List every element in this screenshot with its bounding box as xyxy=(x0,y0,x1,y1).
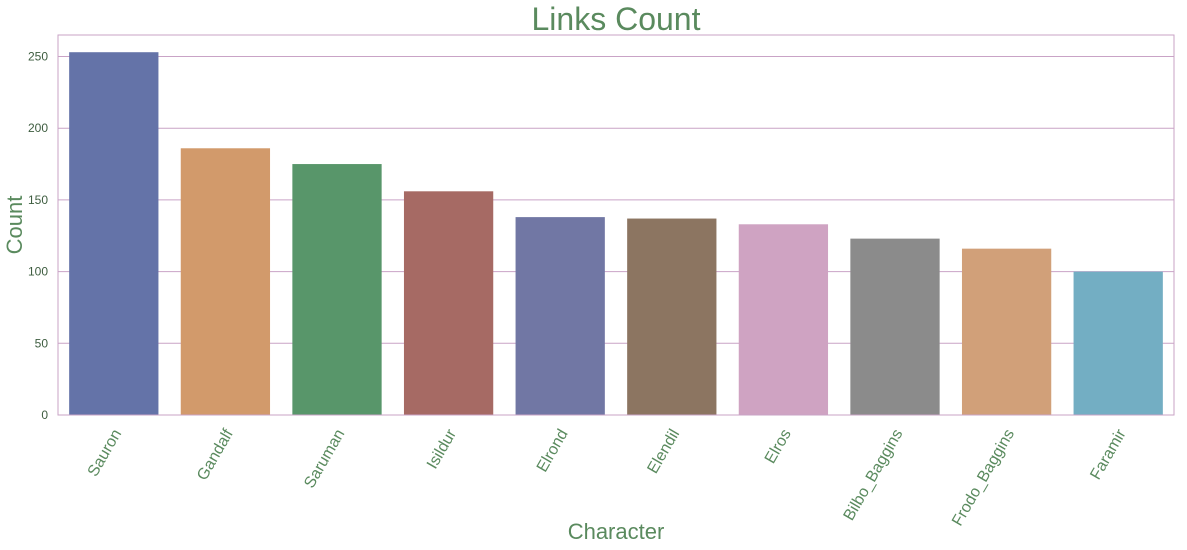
y-tick-label: 200 xyxy=(28,121,48,135)
bar-elros xyxy=(738,224,829,415)
bar-isildur xyxy=(403,191,494,415)
bar-bilbo-baggins xyxy=(850,238,940,415)
x-tick-label: Sauron xyxy=(85,427,126,480)
y-tick-label: 100 xyxy=(28,265,48,279)
x-tick-label: Gandalf xyxy=(194,426,237,484)
bar-faramir xyxy=(1073,271,1163,415)
x-tick-label: Frodo_Baggins xyxy=(949,427,1018,529)
x-tick-labels: Sauron Gandalf Saruman Isildur Elrond Elendil… xyxy=(85,426,1130,529)
x-tick-label: Elrond xyxy=(534,427,572,476)
bar-gandalf xyxy=(180,148,271,415)
x-tick-label: Faramir xyxy=(1087,426,1130,483)
chart-title: Links Count xyxy=(532,1,701,37)
plot-frame xyxy=(57,34,1175,416)
y-tick-labels: 0 50 100 150 200 250 xyxy=(28,50,48,422)
x-tick-label: Isildur xyxy=(424,426,460,472)
x-tick-label: Elendil xyxy=(645,427,684,477)
bar-sauron xyxy=(69,52,159,415)
bars xyxy=(69,52,1163,415)
x-tick-label: Elros xyxy=(762,427,795,467)
y-tick-label: 150 xyxy=(28,193,48,207)
bar-frodo-baggins xyxy=(961,248,1052,415)
y-tick-label: 0 xyxy=(41,408,48,422)
y-tick-label: 250 xyxy=(28,50,48,64)
bar-elendil xyxy=(627,218,717,415)
x-axis-label: Character xyxy=(568,519,665,544)
x-tick-label: Bilbo_Baggins xyxy=(841,427,907,524)
y-axis-label: Count xyxy=(2,196,27,255)
y-tick-label: 50 xyxy=(35,336,49,350)
bar-elrond xyxy=(515,217,605,415)
bar-saruman xyxy=(292,164,382,415)
x-tick-label: Saruman xyxy=(301,427,348,492)
